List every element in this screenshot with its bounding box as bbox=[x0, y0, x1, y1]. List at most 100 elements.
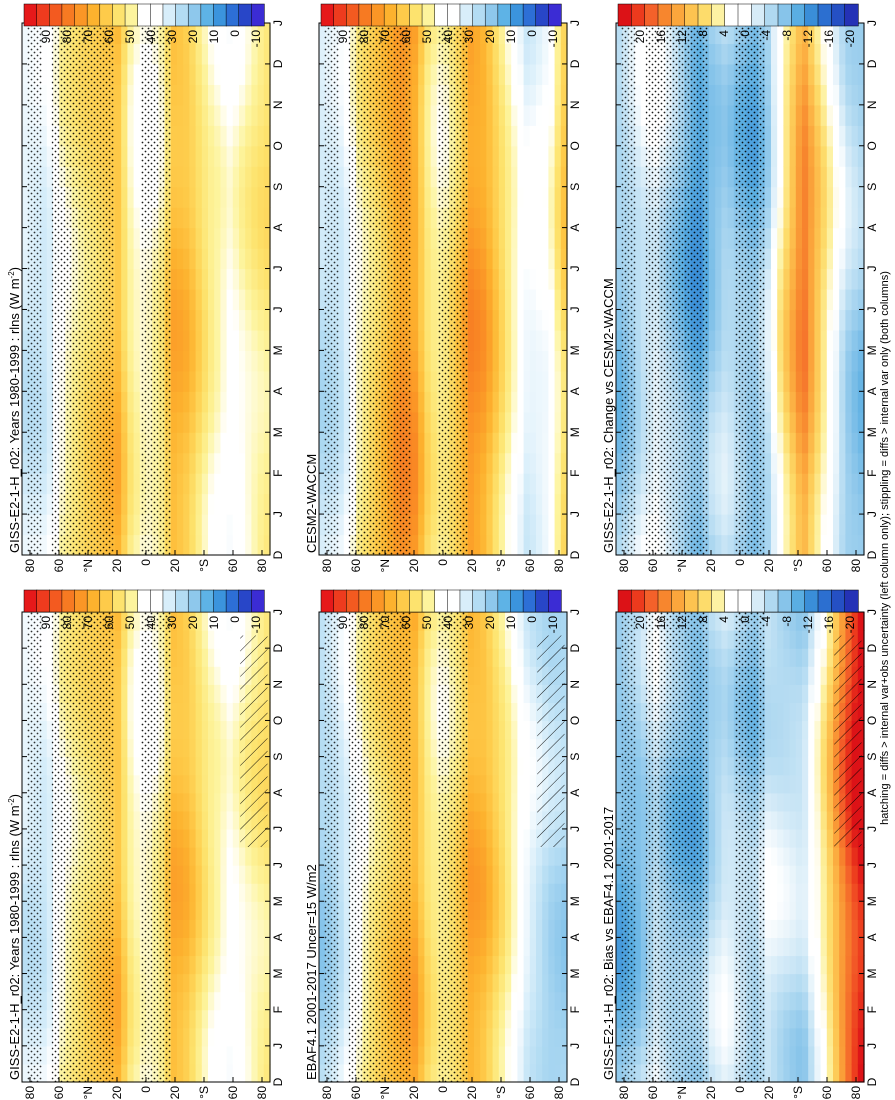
heatmap-cell bbox=[498, 43, 506, 65]
heatmap-cell bbox=[474, 1009, 481, 1029]
heatmap-cell bbox=[133, 391, 141, 413]
heatmap-cell bbox=[22, 145, 29, 167]
heatmap-cell bbox=[498, 391, 506, 413]
heatmap-cell bbox=[170, 329, 178, 351]
heatmap-cell bbox=[170, 104, 178, 126]
heatmap-cell bbox=[208, 350, 215, 372]
heatmap-cell bbox=[412, 955, 419, 975]
heatmap-cell bbox=[239, 919, 246, 938]
heatmap-cell bbox=[170, 973, 178, 993]
heatmap-cell bbox=[220, 350, 228, 372]
heatmap-cell bbox=[201, 227, 209, 249]
heatmap-cell bbox=[319, 865, 326, 884]
heatmap-cell bbox=[40, 391, 48, 413]
heatmap-cell bbox=[498, 207, 506, 229]
heatmap-cell bbox=[214, 828, 221, 848]
heatmap-cell bbox=[554, 350, 562, 372]
heatmap-cell bbox=[133, 309, 141, 331]
heatmap-cell bbox=[343, 1063, 351, 1083]
heatmap-cell bbox=[177, 309, 184, 331]
heatmap-cell bbox=[170, 268, 178, 290]
heatmap-cell bbox=[127, 248, 135, 270]
heatmap-cell bbox=[232, 937, 240, 957]
heatmap-cell bbox=[634, 104, 642, 126]
heatmap-cell bbox=[542, 289, 549, 311]
heatmap-cell bbox=[226, 756, 234, 776]
heatmap-cell bbox=[418, 828, 425, 848]
heatmap-cell bbox=[170, 883, 178, 902]
heatmap-cell bbox=[430, 370, 438, 392]
colorbar-segment bbox=[358, 3, 373, 27]
heatmap-cell bbox=[121, 514, 128, 536]
colorbar-segment bbox=[74, 3, 88, 27]
heatmap-cell bbox=[337, 810, 345, 830]
heatmap-cell bbox=[505, 309, 512, 331]
heatmap-cell bbox=[40, 720, 48, 740]
heatmap-cell bbox=[474, 1045, 481, 1065]
heatmap-cell bbox=[474, 514, 481, 536]
heatmap-cell bbox=[115, 937, 122, 957]
heatmap-cell bbox=[474, 883, 481, 902]
heatmap-cell bbox=[542, 166, 549, 188]
heatmap-cell bbox=[214, 493, 221, 515]
heatmap-cell bbox=[343, 370, 351, 392]
heatmap-cell bbox=[412, 104, 419, 126]
heatmap-cell bbox=[640, 84, 648, 106]
heatmap-cell bbox=[232, 104, 240, 126]
heatmap-cell bbox=[548, 248, 556, 270]
stippling-band bbox=[26, 612, 42, 1082]
heatmap-cell bbox=[523, 493, 531, 515]
heatmap-cell bbox=[548, 125, 556, 147]
heatmap-cell bbox=[226, 1027, 234, 1047]
heatmap-cell bbox=[251, 901, 259, 920]
heatmap-cell bbox=[263, 23, 271, 45]
heatmap-cell bbox=[127, 104, 135, 126]
heatmap-cell bbox=[232, 756, 240, 776]
heatmap-cell bbox=[715, 452, 722, 474]
heatmap-cell bbox=[183, 227, 190, 249]
heatmap-cell bbox=[177, 186, 184, 208]
heatmap-cell bbox=[226, 847, 234, 866]
heatmap-cell bbox=[189, 919, 197, 938]
heatmap-cell bbox=[529, 937, 537, 957]
heatmap-cell bbox=[430, 738, 438, 758]
heatmap-cell bbox=[183, 828, 190, 848]
y-tick-label: 80 bbox=[255, 1086, 269, 1100]
colorbar-segment bbox=[472, 3, 486, 27]
heatmap-cell bbox=[115, 973, 122, 993]
x-tick-label: D bbox=[568, 643, 582, 652]
heatmap-cell bbox=[195, 756, 203, 776]
heatmap-cell bbox=[220, 63, 228, 85]
heatmap-cell bbox=[170, 23, 178, 45]
heatmap-cell bbox=[511, 370, 518, 392]
colorbar-segment bbox=[150, 3, 164, 27]
heatmap-cell bbox=[121, 684, 128, 703]
heatmap-cell bbox=[424, 84, 432, 106]
colorbar-segment bbox=[162, 3, 177, 27]
heatmap-cell bbox=[214, 166, 221, 188]
heatmap-cell bbox=[505, 937, 512, 957]
heatmap-cell bbox=[709, 432, 716, 454]
heatmap-cell bbox=[239, 432, 246, 454]
heatmap-cell bbox=[467, 937, 475, 957]
heatmap-cell bbox=[715, 289, 722, 311]
heatmap-cell bbox=[183, 1027, 190, 1047]
heatmap-cell bbox=[529, 1063, 537, 1083]
heatmap-cell bbox=[542, 329, 549, 351]
heatmap-cell bbox=[127, 973, 135, 993]
colorbar-segment bbox=[36, 589, 50, 613]
heatmap-cell bbox=[263, 1027, 271, 1047]
heatmap-cell bbox=[195, 329, 203, 351]
heatmap-cell bbox=[226, 738, 234, 758]
heatmap-cell bbox=[263, 248, 271, 270]
heatmap-cell bbox=[480, 738, 487, 758]
heatmap-cell bbox=[715, 432, 722, 454]
x-tick-label: A bbox=[271, 387, 285, 395]
heatmap-cell bbox=[492, 248, 500, 270]
heatmap-cell bbox=[430, 289, 438, 311]
heatmap-cell bbox=[337, 207, 345, 229]
heatmap-cell bbox=[505, 774, 512, 794]
colorbar-tick-label: 70 bbox=[81, 30, 95, 44]
heatmap-cell bbox=[245, 23, 252, 45]
heatmap-cell bbox=[170, 207, 178, 229]
